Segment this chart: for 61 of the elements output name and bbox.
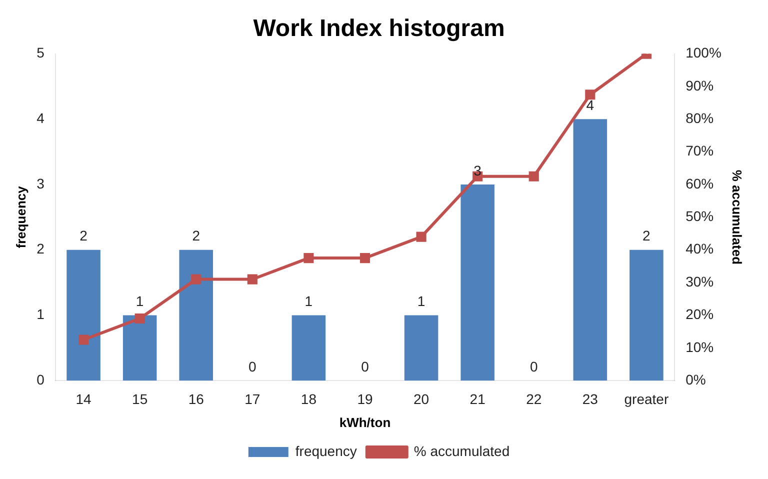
data-label: 0 — [530, 358, 538, 374]
bar — [179, 250, 214, 381]
y2-tick-label: 100% — [686, 44, 722, 61]
y2-tick-label: 80% — [686, 110, 714, 126]
x-tick-label: 22 — [526, 390, 542, 407]
data-label: 1 — [136, 293, 144, 310]
x-tick-label: greater — [624, 390, 669, 407]
y2-axis-title: % accumulated — [730, 170, 745, 265]
y2-tick-label: 40% — [686, 240, 714, 257]
bar — [66, 250, 100, 381]
x-tick-label: 23 — [582, 390, 598, 407]
point — [416, 232, 426, 242]
x-axis-title: kWh/ton — [339, 414, 391, 430]
data-label: 2 — [80, 228, 88, 244]
data-label: 0 — [248, 358, 257, 374]
legend-label: frequency — [295, 442, 357, 459]
data-label: 2 — [192, 228, 200, 244]
bar — [292, 315, 326, 381]
y-tick-label: 4 — [36, 110, 45, 126]
data-label: 1 — [304, 293, 313, 310]
y2-tick-label: 70% — [686, 142, 714, 159]
bar — [122, 315, 157, 381]
y-tick-label: 3 — [36, 175, 45, 192]
point — [585, 90, 596, 100]
y-tick-label: 1 — [36, 306, 45, 322]
y2-tick-label: 50% — [686, 208, 714, 224]
bar — [573, 119, 608, 381]
bar — [460, 184, 494, 381]
y-tick-label: 0 — [36, 371, 45, 388]
point — [191, 274, 202, 284]
data-label: 1 — [417, 293, 426, 310]
x-tick-label: 21 — [470, 390, 486, 407]
y2-tick-label: 30% — [686, 273, 714, 290]
chart-title: Work Index histogram — [253, 15, 505, 42]
y2-tick-label: 20% — [686, 306, 714, 322]
y2-tick-label: 60% — [686, 175, 714, 192]
bar — [630, 250, 664, 381]
x-tick-label: 19 — [357, 390, 373, 407]
x-tick-label: 14 — [76, 390, 92, 407]
y-tick-label: 5 — [36, 44, 45, 61]
x-tick-label: 18 — [300, 390, 317, 407]
x-tick-label: 16 — [188, 390, 204, 407]
bar — [404, 315, 438, 381]
y2-tick-label: 90% — [686, 77, 714, 94]
y-axis-title: frequency — [13, 185, 28, 248]
point — [360, 253, 370, 264]
x-tick-label: 20 — [413, 390, 430, 407]
point — [528, 171, 539, 182]
point — [247, 274, 258, 284]
y2-tick-label: 0% — [686, 371, 706, 388]
x-tick-label: 15 — [132, 390, 148, 407]
point — [78, 334, 89, 345]
point — [304, 253, 314, 264]
x-tick-label: 17 — [244, 390, 260, 407]
legend-label: % accumulated — [414, 442, 510, 459]
data-label: 2 — [642, 228, 651, 244]
y-tick-label: 2 — [36, 240, 45, 257]
y2-tick-label: 10% — [686, 338, 714, 355]
data-label: 4 — [586, 97, 594, 114]
data-label: 0 — [361, 358, 370, 374]
point — [134, 313, 145, 324]
